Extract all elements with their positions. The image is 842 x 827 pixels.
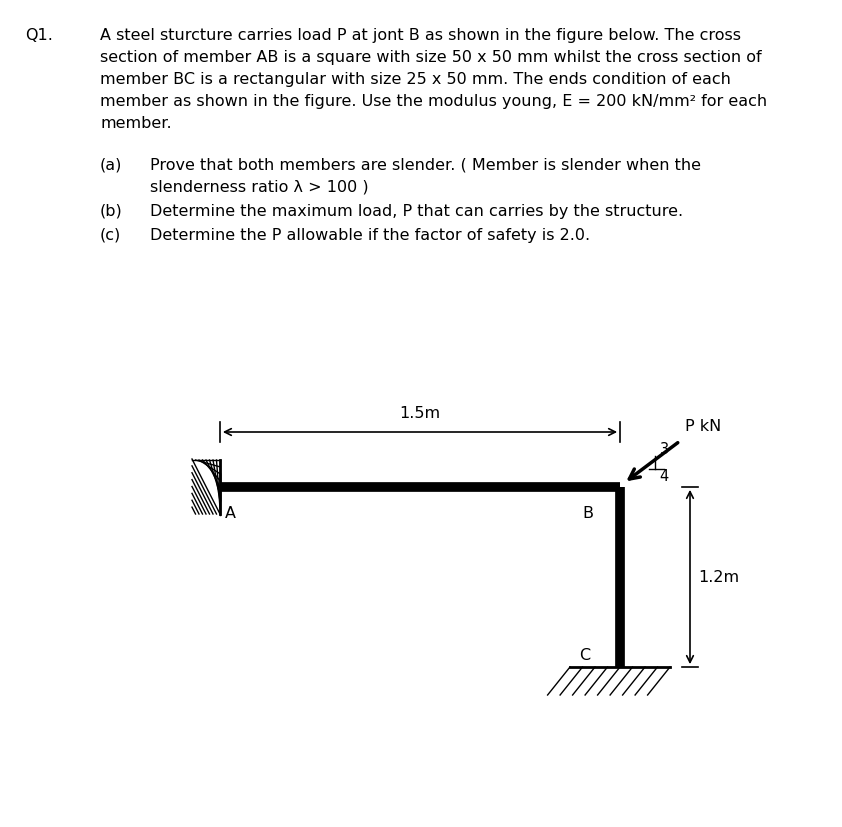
Text: member as shown in the figure. Use the modulus young, E = 200 kN/mm² for each: member as shown in the figure. Use the m… [100, 94, 767, 109]
Text: Prove that both members are slender. ( Member is slender when the: Prove that both members are slender. ( M… [150, 158, 701, 173]
Text: 1.2m: 1.2m [698, 570, 739, 585]
Text: (b): (b) [100, 203, 123, 218]
Text: C: C [579, 648, 590, 662]
Text: member BC is a rectangular with size 25 x 50 mm. The ends condition of each: member BC is a rectangular with size 25 … [100, 72, 731, 87]
Bar [570, 667, 670, 696]
Text: (a): (a) [100, 158, 122, 173]
Text: P kN: P kN [685, 418, 722, 433]
Text: 3: 3 [660, 442, 669, 457]
Text: slenderness ratio λ > 100 ): slenderness ratio λ > 100 ) [150, 179, 369, 195]
Text: 4: 4 [660, 468, 669, 483]
Text: (c): (c) [100, 227, 121, 242]
Text: Determine the P allowable if the factor of safety is 2.0.: Determine the P allowable if the factor … [150, 227, 590, 242]
Text: member.: member. [100, 116, 172, 131]
Text: Determine the maximum load, P that can carries by the structure.: Determine the maximum load, P that can c… [150, 203, 683, 218]
Text: section of member AB is a square with size 50 x 50 mm whilst the cross section o: section of member AB is a square with si… [100, 50, 762, 65]
Text: A: A [225, 505, 236, 520]
Text: A steel sturcture carries load P at jont B as shown in the figure below. The cro: A steel sturcture carries load P at jont… [100, 28, 741, 43]
Text: B: B [582, 505, 593, 520]
Text: 1.5m: 1.5m [399, 405, 440, 420]
Bar [192, 460, 220, 514]
Text: Q1.: Q1. [25, 28, 53, 43]
